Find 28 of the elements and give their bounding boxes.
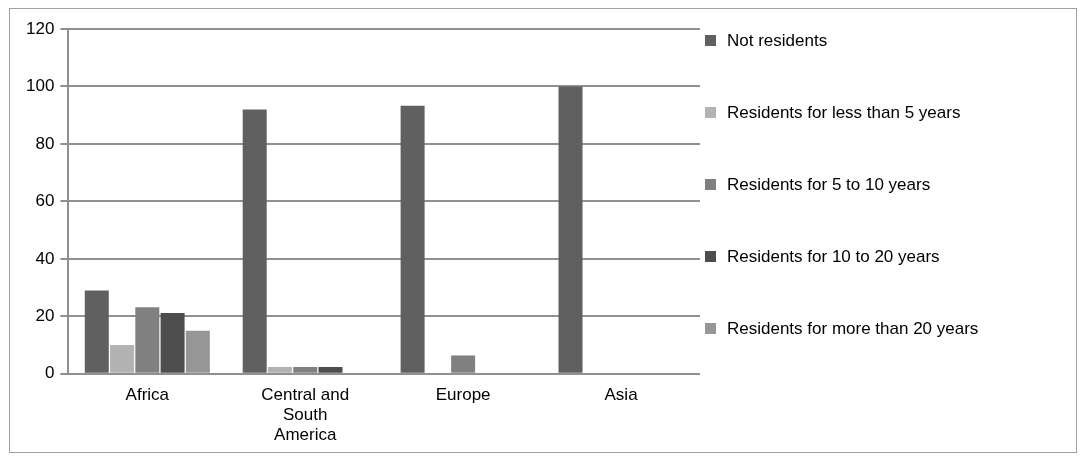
x-tick-label: Asia: [604, 384, 639, 404]
bar: [318, 366, 343, 373]
y-tick-label: 60: [35, 191, 55, 211]
bar: [84, 290, 109, 373]
x-tick-label: Africa: [125, 384, 170, 404]
legend-label: Residents for more than 20 years: [727, 319, 979, 338]
bar: [110, 345, 135, 373]
bar: [160, 312, 185, 373]
bar: [558, 86, 583, 373]
legend-label: Not residents: [727, 31, 828, 50]
bar: [400, 105, 425, 373]
x-tick-label: Europe: [435, 384, 491, 404]
bar: [242, 109, 267, 373]
bar: [451, 355, 476, 373]
y-tick-label: 80: [35, 133, 55, 153]
y-tick-label: 0: [44, 363, 55, 383]
y-tick-label: 20: [35, 306, 55, 326]
y-tick-label: 100: [25, 76, 55, 96]
bar: [185, 330, 210, 373]
y-tick-label: 120: [25, 18, 55, 38]
legend-label: Residents for less than 5 years: [727, 103, 961, 122]
y-tick-label: 40: [35, 248, 55, 268]
bar: [293, 366, 318, 373]
x-tick-label: Central and South America: [261, 384, 350, 445]
bar: [267, 366, 292, 373]
legend-label: Residents for 10 to 20 years: [727, 247, 940, 266]
bar: [135, 307, 160, 373]
legend-label: Residents for 5 to 10 years: [727, 175, 931, 194]
